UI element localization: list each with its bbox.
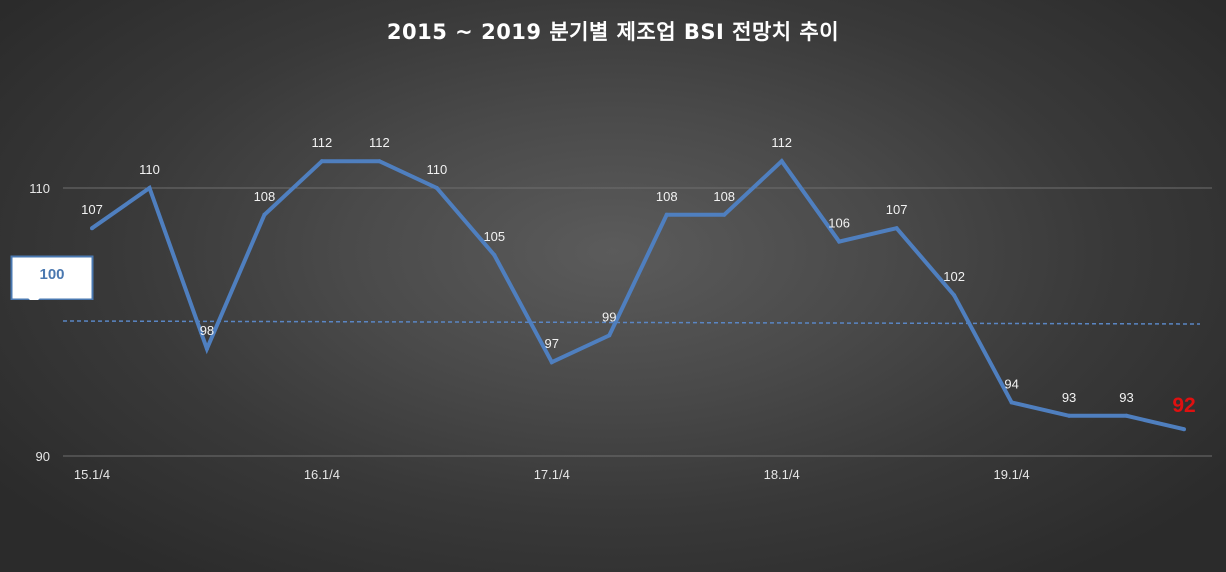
series-line bbox=[90, 158, 1185, 432]
data-label-1: 110 bbox=[139, 162, 160, 177]
reference-callout bbox=[10, 255, 94, 300]
data-point-9 bbox=[607, 333, 612, 338]
data-point-2 bbox=[204, 346, 209, 351]
reference-callout-label: 100 bbox=[39, 266, 65, 283]
y-tick-label-110: 110 bbox=[29, 181, 50, 196]
data-point-0 bbox=[90, 226, 94, 231]
data-label-16: 94 bbox=[1004, 376, 1018, 391]
data-point-8 bbox=[549, 360, 554, 365]
data-label-2: 98 bbox=[200, 323, 214, 338]
data-point-4 bbox=[319, 159, 324, 164]
data-label-9: 99 bbox=[602, 309, 616, 324]
data-label-0: 107 bbox=[81, 202, 103, 217]
data-label-15: 102 bbox=[943, 269, 965, 284]
data-label-11: 108 bbox=[713, 189, 735, 204]
data-label-layer: 107 110 98 108 112 112 110 105 97 99 108 108 112 106 1… bbox=[81, 135, 1196, 417]
reference-layer bbox=[62, 320, 1201, 325]
data-label-5: 112 bbox=[369, 135, 390, 150]
data-point-12 bbox=[779, 159, 784, 164]
x-tick-label-12: 18.1/4 bbox=[764, 467, 800, 482]
series-layer bbox=[90, 158, 1186, 432]
data-label-8: 97 bbox=[545, 336, 559, 351]
data-label-10: 108 bbox=[656, 189, 678, 204]
data-point-10 bbox=[664, 212, 669, 217]
grid-layer bbox=[63, 187, 1212, 457]
data-point-1 bbox=[147, 186, 152, 190]
data-label-14: 107 bbox=[886, 202, 908, 217]
data-point-3 bbox=[262, 212, 267, 217]
data-label-3: 108 bbox=[254, 189, 276, 204]
data-point-16 bbox=[1009, 400, 1014, 405]
reference-line bbox=[62, 320, 1201, 325]
x-tick-label-4: 16.1/4 bbox=[304, 467, 340, 482]
x-tick-label-0: 15.1/4 bbox=[74, 467, 110, 482]
data-label-13: 106 bbox=[828, 216, 850, 231]
data-label-19: 92 bbox=[1172, 394, 1195, 417]
data-label-12: 112 bbox=[771, 135, 792, 150]
x-tick-label-16: 19.1/4 bbox=[994, 467, 1030, 482]
data-label-4: 112 bbox=[312, 135, 333, 150]
x-tick-label-8: 17.1/4 bbox=[534, 467, 570, 482]
chart-title: 2015 ~ 2019 분기별 제조업 BSI 전망치 추이 bbox=[386, 20, 840, 44]
data-point-18 bbox=[1124, 413, 1129, 418]
data-point-17 bbox=[1067, 413, 1072, 418]
axis-label-layer: 90 110 15.1/4 16.1/4 17.1/4 18.1/4 19.1/4 bbox=[29, 181, 1029, 482]
data-point-5 bbox=[377, 159, 382, 164]
data-point-13 bbox=[837, 239, 842, 244]
data-point-6 bbox=[434, 186, 439, 190]
data-point-14 bbox=[894, 226, 899, 231]
data-label-17: 93 bbox=[1062, 390, 1076, 405]
data-point-7 bbox=[492, 253, 497, 257]
data-point-19 bbox=[1182, 427, 1186, 432]
data-label-7: 105 bbox=[483, 229, 505, 244]
y-tick-label-90: 90 bbox=[36, 449, 50, 464]
data-label-18: 93 bbox=[1119, 390, 1133, 405]
data-label-6: 110 bbox=[426, 162, 447, 177]
data-point-11 bbox=[722, 212, 727, 217]
data-point-15 bbox=[952, 293, 957, 298]
